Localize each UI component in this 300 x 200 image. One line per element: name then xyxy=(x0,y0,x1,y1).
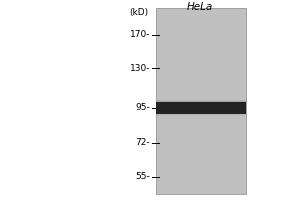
Text: 130-: 130- xyxy=(130,64,150,73)
Text: 95-: 95- xyxy=(135,103,150,112)
Text: 72-: 72- xyxy=(135,138,150,147)
Text: HeLa: HeLa xyxy=(186,2,213,12)
Bar xyxy=(156,102,246,114)
Bar xyxy=(156,8,246,194)
Text: 170-: 170- xyxy=(130,30,150,39)
Text: (kD): (kD) xyxy=(129,8,148,17)
Text: 55-: 55- xyxy=(135,172,150,181)
